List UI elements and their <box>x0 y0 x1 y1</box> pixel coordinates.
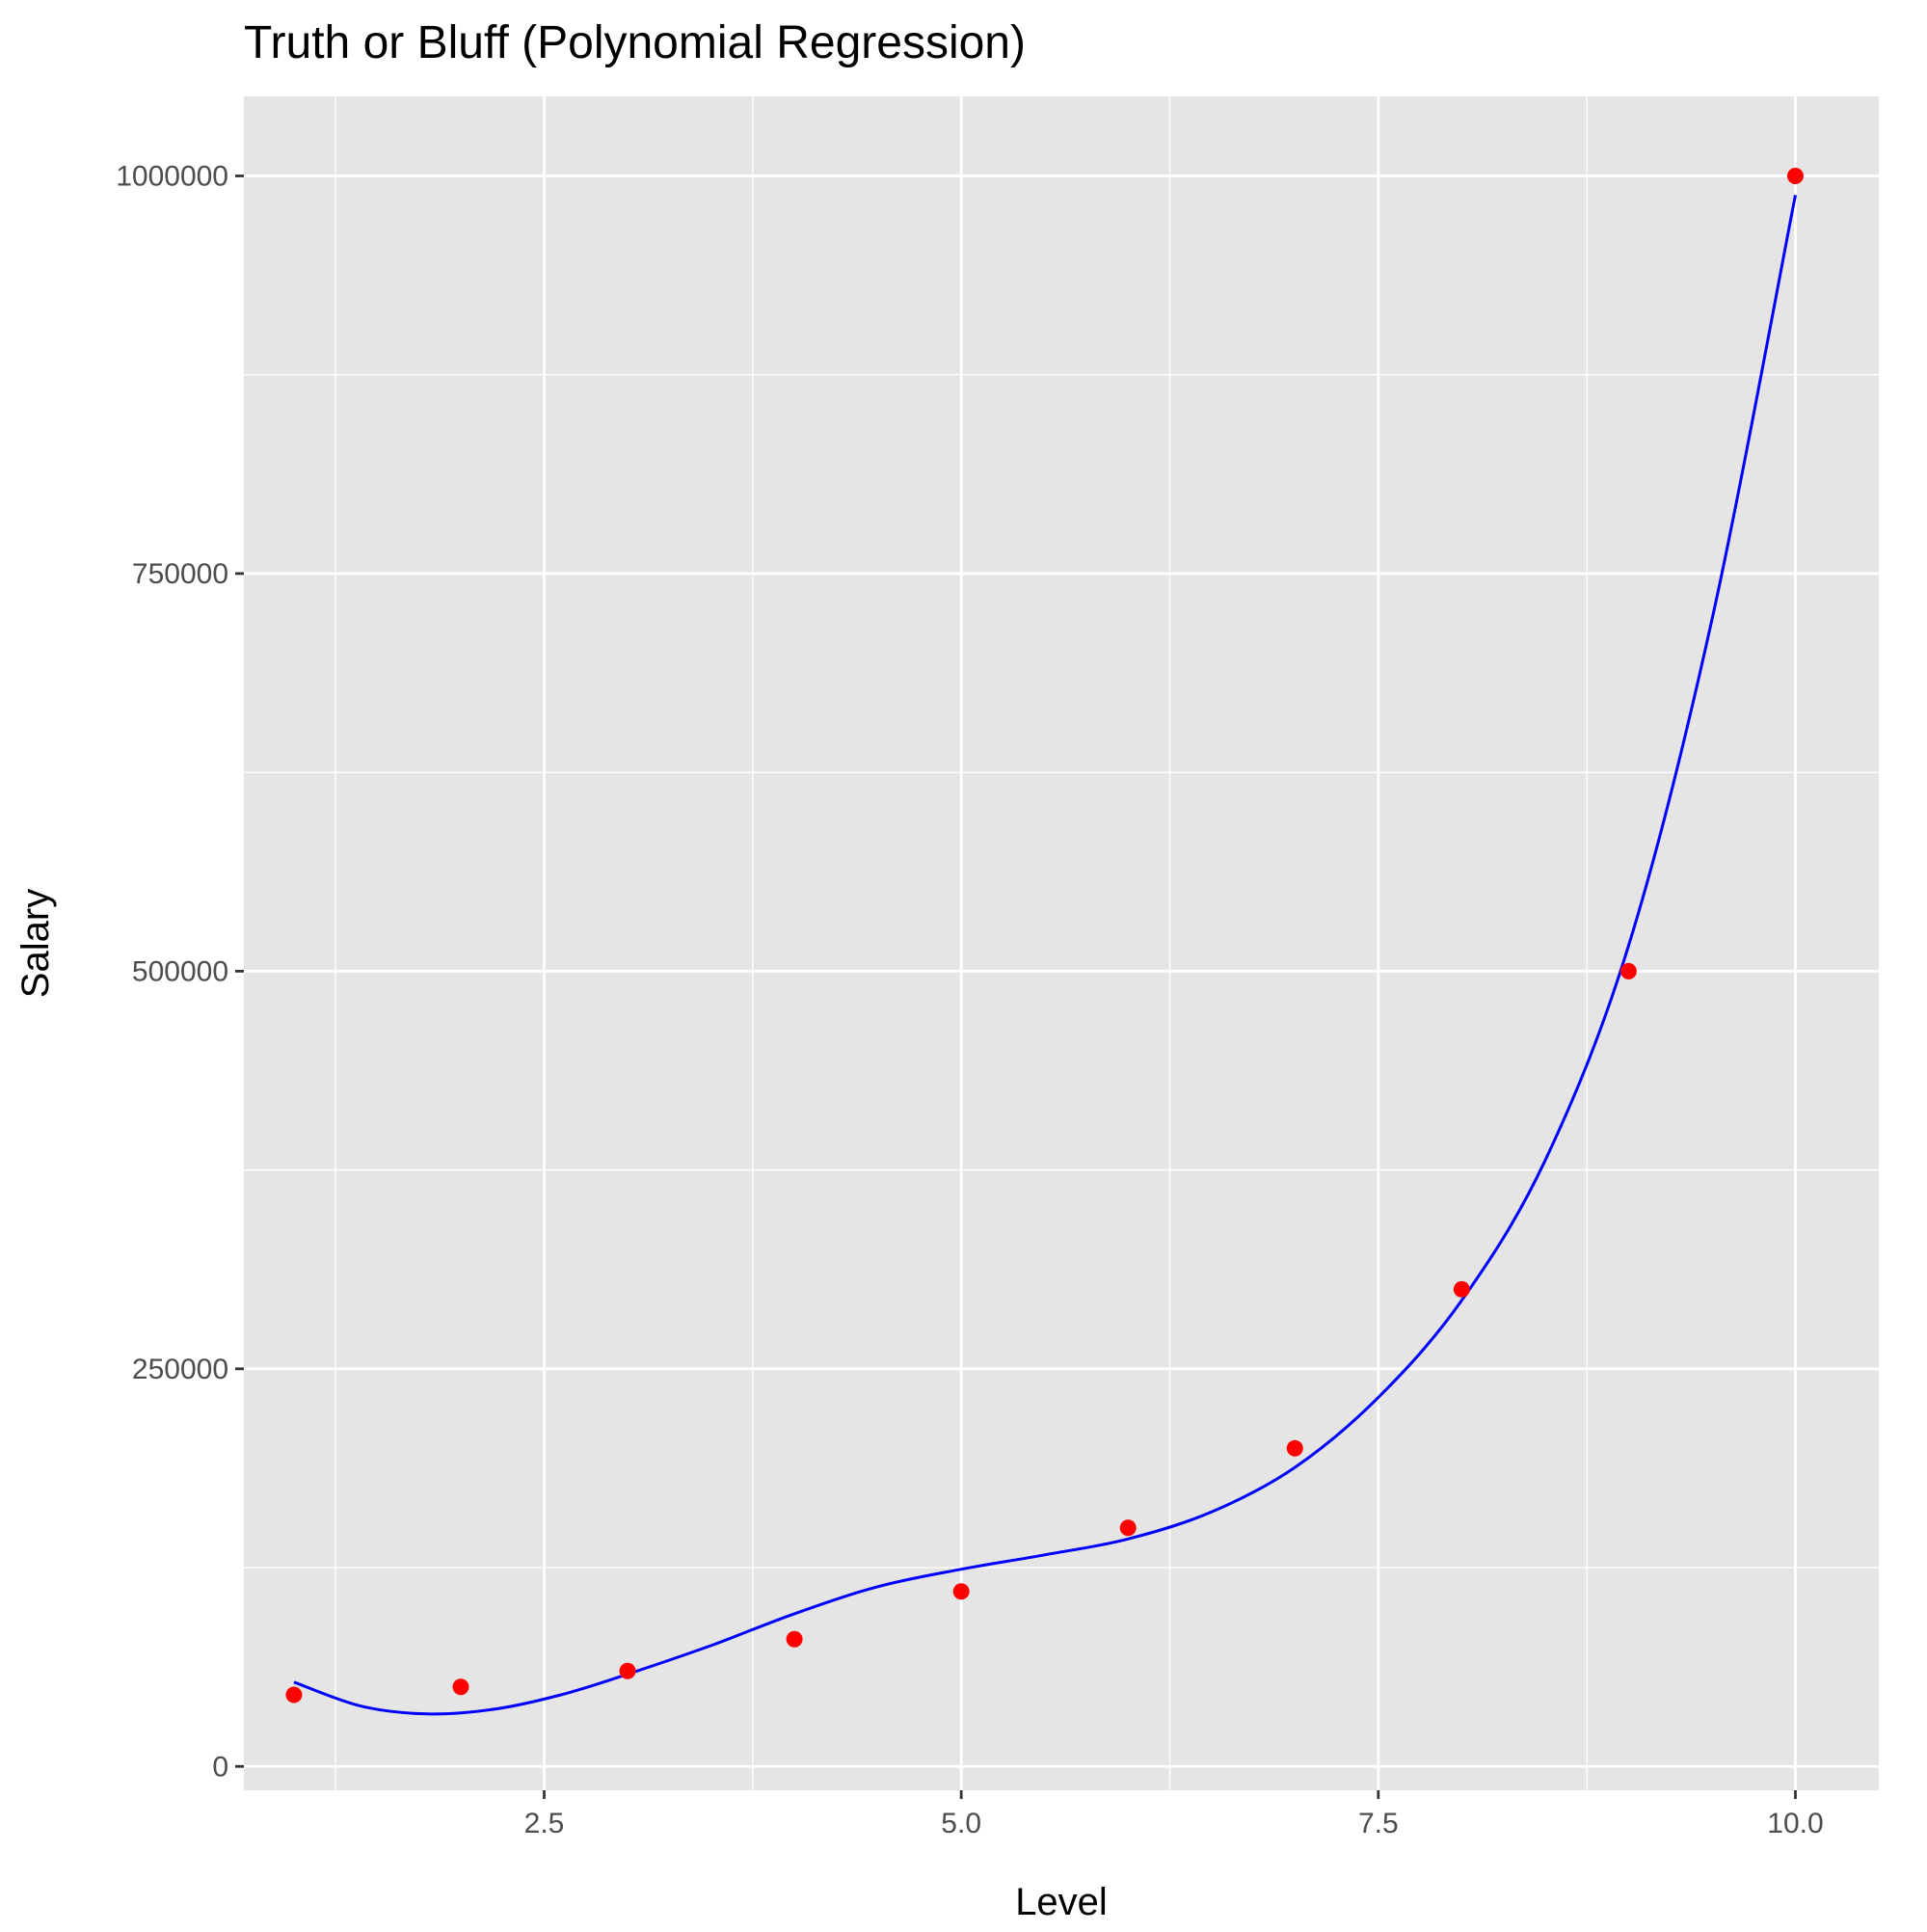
data-point <box>452 1678 469 1696</box>
data-point <box>1619 962 1637 979</box>
data-point <box>786 1630 803 1648</box>
y-tick-label: 500000 <box>132 955 228 987</box>
data-point <box>285 1686 303 1704</box>
x-axis-title: Level <box>1015 1881 1108 1923</box>
x-tick-label: 7.5 <box>1358 1808 1399 1839</box>
regression-curve <box>293 195 1797 1716</box>
data-point <box>1119 1519 1137 1537</box>
data-point <box>1286 1439 1303 1457</box>
chart-title: Truth or Bluff (Polynomial Regression) <box>244 17 1026 68</box>
x-tick-label: 5.0 <box>941 1808 981 1839</box>
y-tick-label: 250000 <box>132 1354 228 1385</box>
data-point <box>619 1662 636 1679</box>
y-tick-label: 0 <box>212 1751 228 1783</box>
data-points <box>285 167 1804 1704</box>
y-axis-title: Salary <box>14 889 57 998</box>
minor-grid <box>244 96 1879 1790</box>
y-axis-ticks: 0 250000 500000 750000 1000000 <box>116 160 244 1783</box>
y-tick-label: 1000000 <box>116 160 228 192</box>
data-point <box>952 1583 970 1600</box>
x-tick-label: 2.5 <box>524 1808 565 1839</box>
data-point <box>1453 1280 1470 1298</box>
plot-panel <box>244 96 1879 1790</box>
data-point <box>1786 167 1804 184</box>
major-grid <box>244 96 1879 1790</box>
x-tick-label: 10.0 <box>1767 1808 1823 1839</box>
x-axis-ticks: 2.5 5.0 7.5 10.0 <box>524 1790 1824 1839</box>
y-tick-label: 750000 <box>132 558 228 590</box>
